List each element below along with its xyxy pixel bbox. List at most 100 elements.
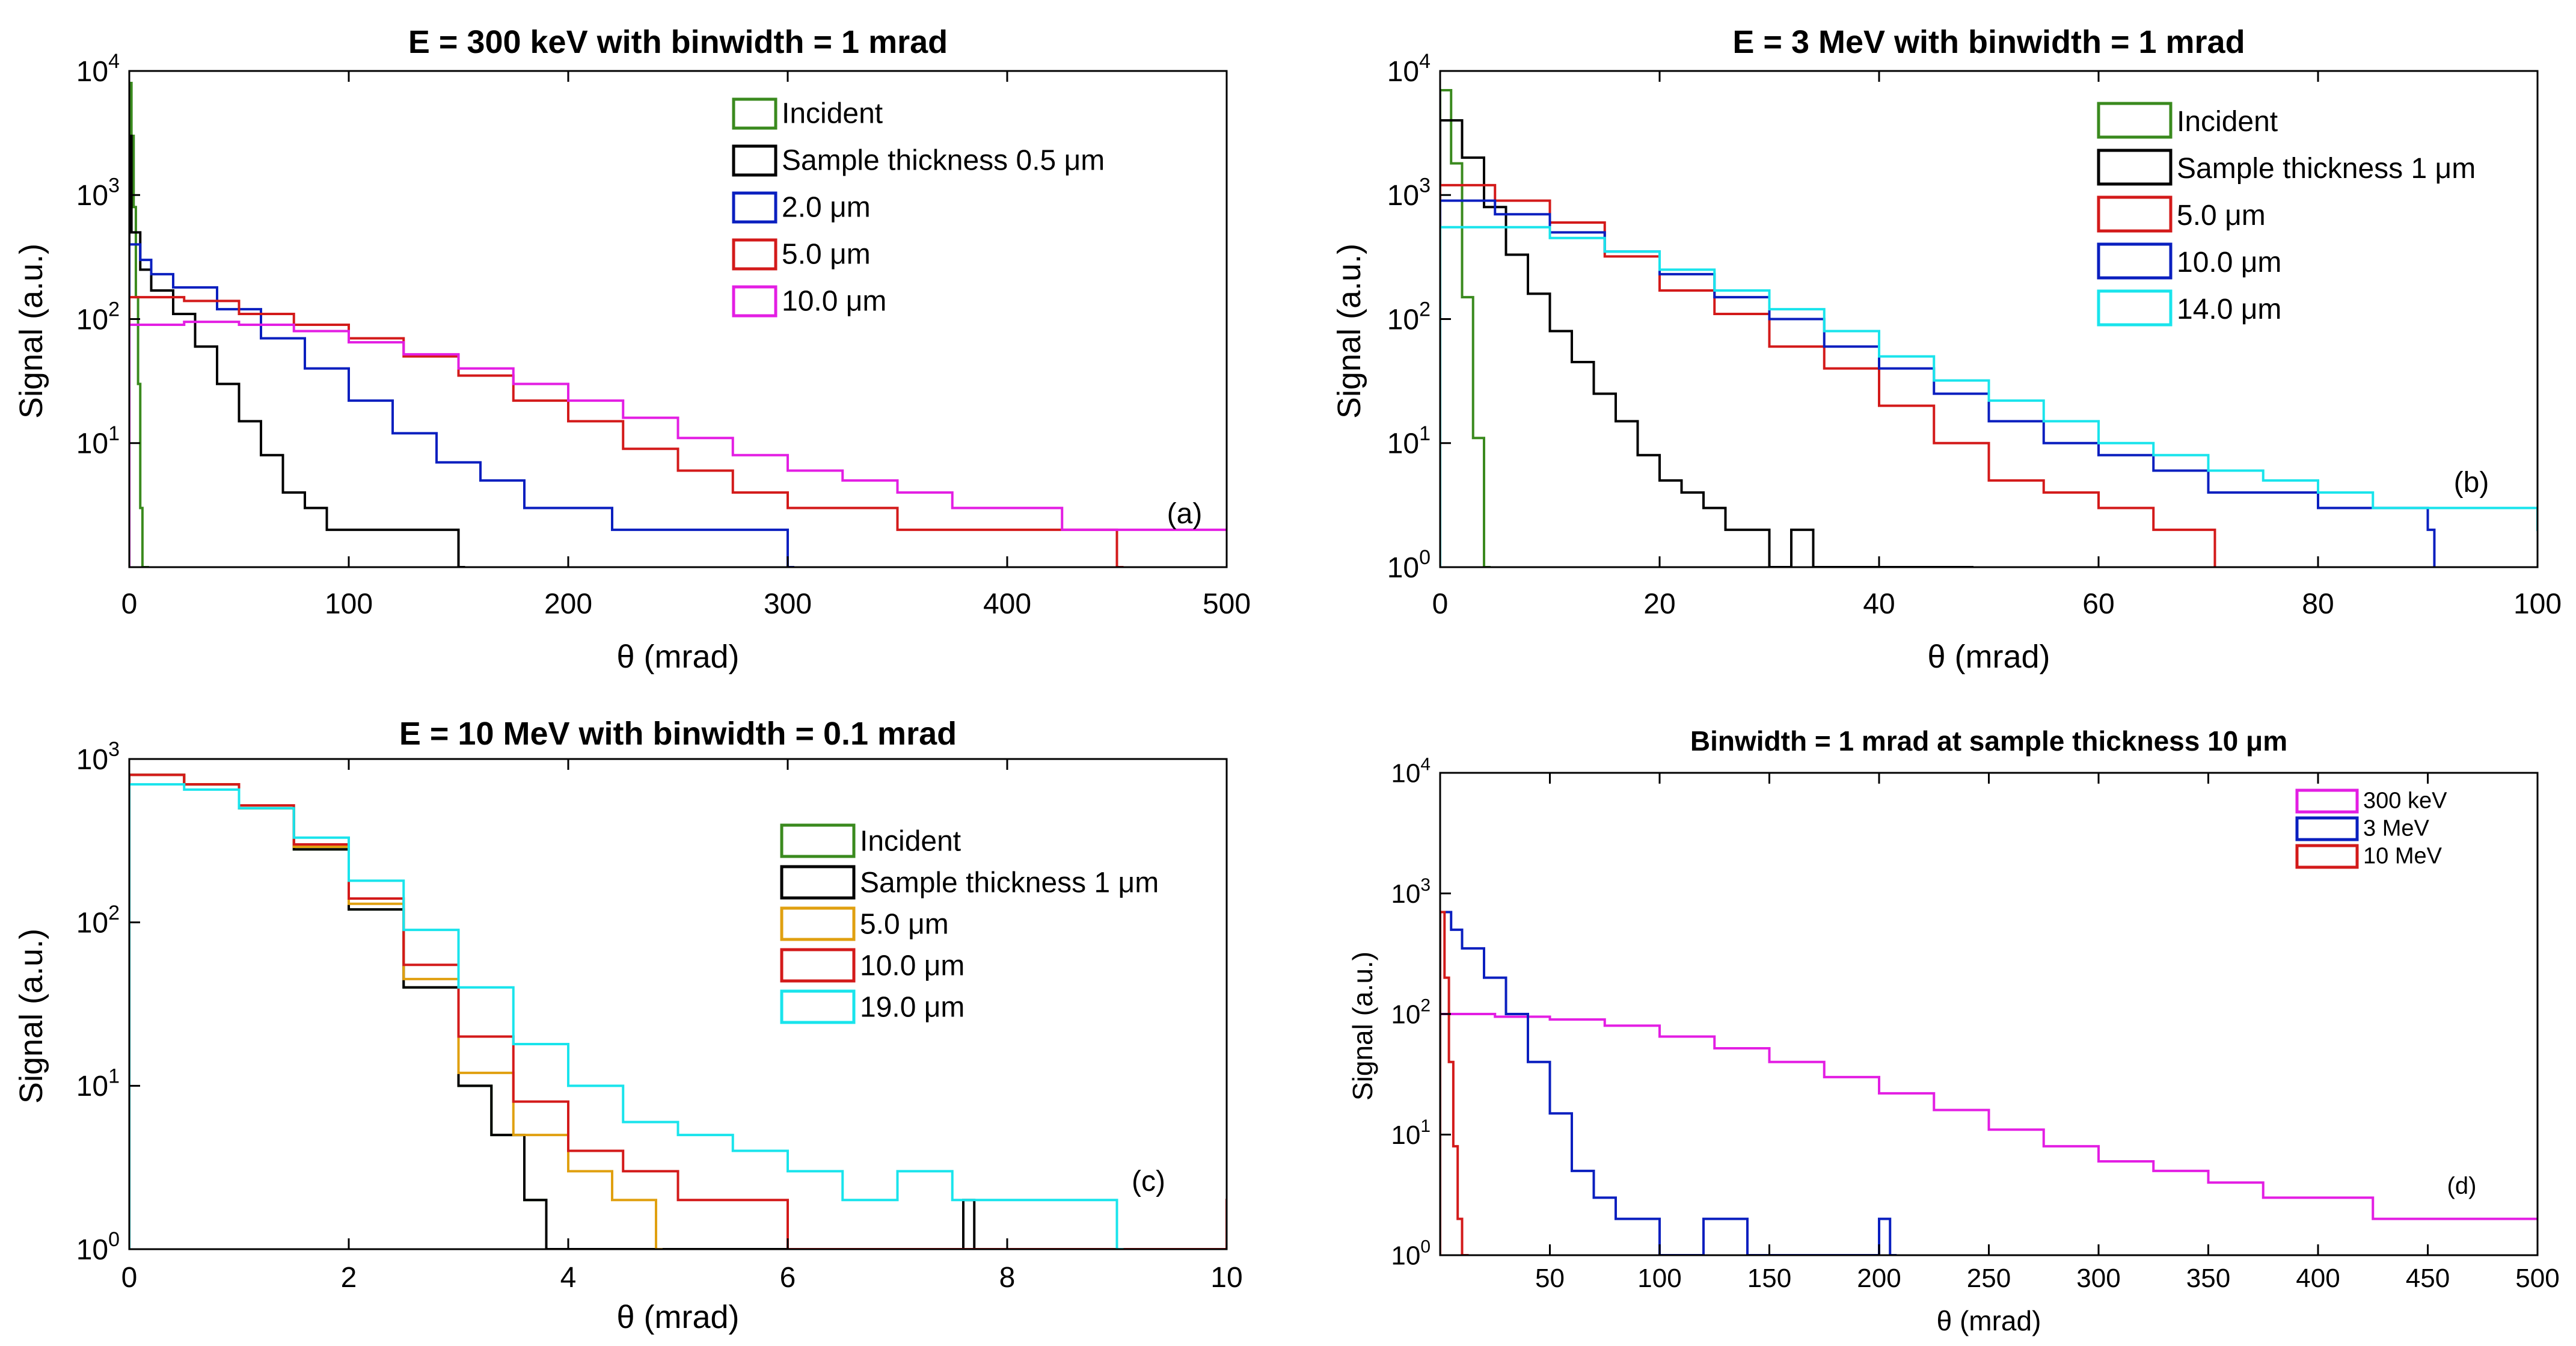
series-line-2 bbox=[1440, 183, 2216, 567]
y-axis-label: Signal (a.u.) bbox=[1331, 244, 1367, 419]
y-tick-label: 101 bbox=[76, 422, 120, 460]
legend-label: 10 MeV bbox=[2363, 844, 2443, 869]
legend-label: Incident bbox=[782, 97, 883, 129]
x-tick-label: 500 bbox=[2515, 1264, 2559, 1293]
series-line-4 bbox=[1440, 226, 2538, 567]
x-tick-label: 0 bbox=[1432, 588, 1449, 620]
legend-swatch bbox=[780, 948, 856, 983]
legend-label: 3 MeV bbox=[2363, 816, 2429, 841]
panel-label: (c) bbox=[1132, 1166, 1165, 1197]
x-tick-label: 400 bbox=[2296, 1264, 2340, 1293]
y-axis-label: Signal (a.u.) bbox=[1347, 951, 1378, 1101]
x-tick-label: 8 bbox=[999, 1262, 1016, 1294]
legend-swatch bbox=[2097, 289, 2173, 327]
series-group bbox=[129, 81, 1227, 567]
legend: Incident Sample thickness 0.5 μm 2.0 μm 5.0… bbox=[732, 97, 1105, 318]
legend-label: 14.0 μm bbox=[2177, 293, 2281, 325]
legend-swatch bbox=[780, 906, 856, 941]
legend-label: Sample thickness 1 μm bbox=[2177, 153, 2476, 185]
legend-swatch bbox=[780, 989, 856, 1024]
legend-label: 5.0 μm bbox=[860, 909, 949, 941]
legend-swatch bbox=[732, 97, 777, 130]
legend-swatch bbox=[2097, 242, 2173, 280]
panel-label: (b) bbox=[2454, 467, 2489, 499]
legend-swatch bbox=[2097, 102, 2173, 139]
y-tick-label: 103 bbox=[1391, 875, 1431, 909]
x-axis-label: θ (mrad) bbox=[616, 639, 739, 675]
legend-label: Sample thickness 1 μm bbox=[860, 867, 1159, 899]
series-group bbox=[129, 773, 1227, 1249]
x-tick-label: 2 bbox=[341, 1262, 357, 1294]
y-tick-label: 102 bbox=[1387, 298, 1431, 336]
x-tick-label: 6 bbox=[780, 1262, 796, 1294]
x-axis-label: θ (mrad) bbox=[616, 1299, 739, 1335]
y-tick-label: 100 bbox=[76, 1228, 120, 1266]
x-tick-label: 200 bbox=[544, 588, 592, 620]
y-tick-label: 104 bbox=[1391, 755, 1431, 788]
series-group bbox=[1440, 88, 2538, 567]
legend-swatch bbox=[732, 285, 777, 318]
series-line-0 bbox=[1440, 88, 1491, 567]
legend-swatch bbox=[780, 865, 856, 900]
chart-title: E = 3 MeV with binwidth = 1 mrad bbox=[1732, 24, 2245, 60]
legend-swatch bbox=[2097, 149, 2173, 186]
legend-label: 300 keV bbox=[2363, 788, 2447, 814]
y-tick-label: 101 bbox=[1387, 422, 1431, 460]
panel-b: E = 3 MeV with binwidth = 1 mrad 0 20 40 60 8… bbox=[1331, 24, 2562, 675]
series-line-2 bbox=[129, 243, 794, 567]
series-line-4 bbox=[129, 321, 1227, 567]
legend-frame bbox=[2290, 784, 2532, 880]
chart-title: Binwidth = 1 mrad at sample thickness 10… bbox=[1690, 725, 2287, 757]
legend-swatch bbox=[732, 144, 777, 177]
x-tick-label: 250 bbox=[1967, 1264, 2011, 1293]
x-tick-label: 50 bbox=[1535, 1264, 1565, 1293]
legend-label: 10.0 μm bbox=[782, 285, 886, 317]
legend: Incident Sample thickness 1 μm 5.0 μm 10.0 … bbox=[780, 823, 1159, 1024]
legend-label: 10.0 μm bbox=[860, 950, 964, 982]
y-axis-label: Signal (a.u.) bbox=[13, 244, 49, 419]
y-tick-label: 103 bbox=[76, 174, 120, 212]
legend-label: 5.0 μm bbox=[782, 238, 871, 270]
x-tick-label: 300 bbox=[764, 588, 812, 620]
legend-label: 2.0 μm bbox=[782, 191, 871, 223]
x-tick-label: 100 bbox=[2513, 588, 2562, 620]
legend-label: 19.0 μm bbox=[860, 992, 964, 1024]
x-tick-label: 300 bbox=[2076, 1264, 2120, 1293]
y-tick-label: 102 bbox=[76, 298, 120, 336]
chart-title: E = 10 MeV with binwidth = 0.1 mrad bbox=[399, 716, 957, 752]
series-line-1 bbox=[1440, 119, 1973, 567]
legend-swatch bbox=[780, 823, 856, 858]
legend-swatch bbox=[2295, 844, 2359, 869]
panel-c: E = 10 MeV with binwidth = 0.1 mrad 0 2 4 6 8… bbox=[13, 716, 1243, 1335]
series-line-0 bbox=[1440, 1013, 2538, 1255]
series-line-2 bbox=[129, 773, 663, 1249]
x-tick-label: 10 bbox=[1210, 1262, 1242, 1294]
axes-frame bbox=[128, 758, 1228, 1250]
panel-label: (a) bbox=[1167, 498, 1203, 530]
legend-swatch bbox=[2295, 788, 2359, 814]
legend-swatch bbox=[2097, 195, 2173, 233]
x-tick-label: 0 bbox=[121, 1262, 138, 1294]
x-axis-label: θ (mrad) bbox=[1937, 1305, 2041, 1336]
y-tick-label: 101 bbox=[1391, 1116, 1431, 1150]
y-tick-label: 101 bbox=[76, 1065, 120, 1103]
x-tick-label: 400 bbox=[983, 588, 1031, 620]
series-line-1 bbox=[129, 134, 465, 567]
legend-label: Incident bbox=[2177, 106, 2278, 138]
series-line-4 bbox=[129, 783, 1124, 1249]
series-line-3 bbox=[129, 296, 1124, 567]
x-tick-label: 60 bbox=[2082, 588, 2114, 620]
y-tick-label: 100 bbox=[1387, 546, 1431, 584]
y-tick-label: 102 bbox=[76, 902, 120, 939]
x-tick-label: 4 bbox=[560, 1262, 577, 1294]
x-tick-label: 450 bbox=[2406, 1264, 2450, 1293]
x-tick-label: 500 bbox=[1203, 588, 1251, 620]
legend-label: 10.0 μm bbox=[2177, 247, 2281, 278]
legend-label: Incident bbox=[860, 826, 961, 858]
series-line-1 bbox=[1440, 911, 1897, 1255]
series-line-3 bbox=[1440, 199, 2436, 567]
x-tick-label: 0 bbox=[121, 588, 138, 620]
series-group bbox=[1440, 911, 2538, 1255]
x-tick-label: 40 bbox=[1863, 588, 1895, 620]
